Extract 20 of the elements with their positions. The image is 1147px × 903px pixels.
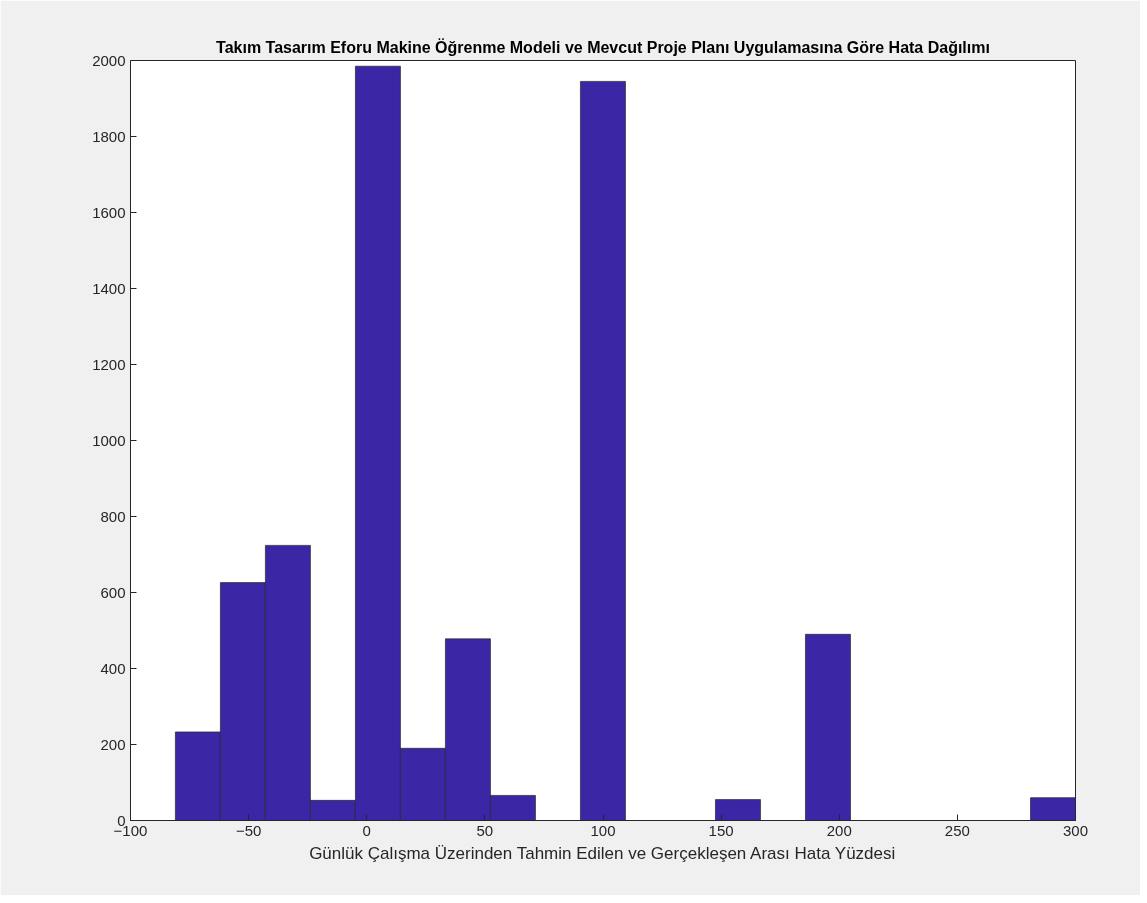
x-tick-label: 100 xyxy=(590,821,616,839)
x-tick-label: 250 xyxy=(944,821,970,839)
y-tick-label: 1600 xyxy=(92,203,126,221)
y-tick-label: 600 xyxy=(100,583,126,601)
chart-title: Takım Tasarım Eforu Makine Öğrenme Modeli ve Mevcut Proje Planı Uygulamasına Göre Hata Dağılımı xyxy=(216,37,990,56)
y-tick-label: 2000 xyxy=(92,51,126,69)
x-tick-label: 0 xyxy=(362,821,371,839)
x-axis-title: Günlük Çalışma Üzerinden Tahmin Edilen ve Gerçekleşen Arası Hata Yüzdesi xyxy=(309,843,896,863)
y-tick-label: 400 xyxy=(100,659,126,677)
y-tick-label: 1800 xyxy=(92,127,126,145)
x-tick-label: 300 xyxy=(1062,821,1089,839)
y-tick-label: 1400 xyxy=(92,279,126,297)
y-tick-label: 800 xyxy=(100,507,126,525)
x-tick-label: −50 xyxy=(235,821,262,839)
x-tick-label: 50 xyxy=(476,821,494,839)
y-tick-label: 1000 xyxy=(92,431,126,449)
x-tick-label: 200 xyxy=(826,821,852,839)
y-tick-label: 200 xyxy=(100,735,126,753)
y-tick-label: 1200 xyxy=(92,355,126,373)
x-tick-label: 150 xyxy=(708,821,734,839)
